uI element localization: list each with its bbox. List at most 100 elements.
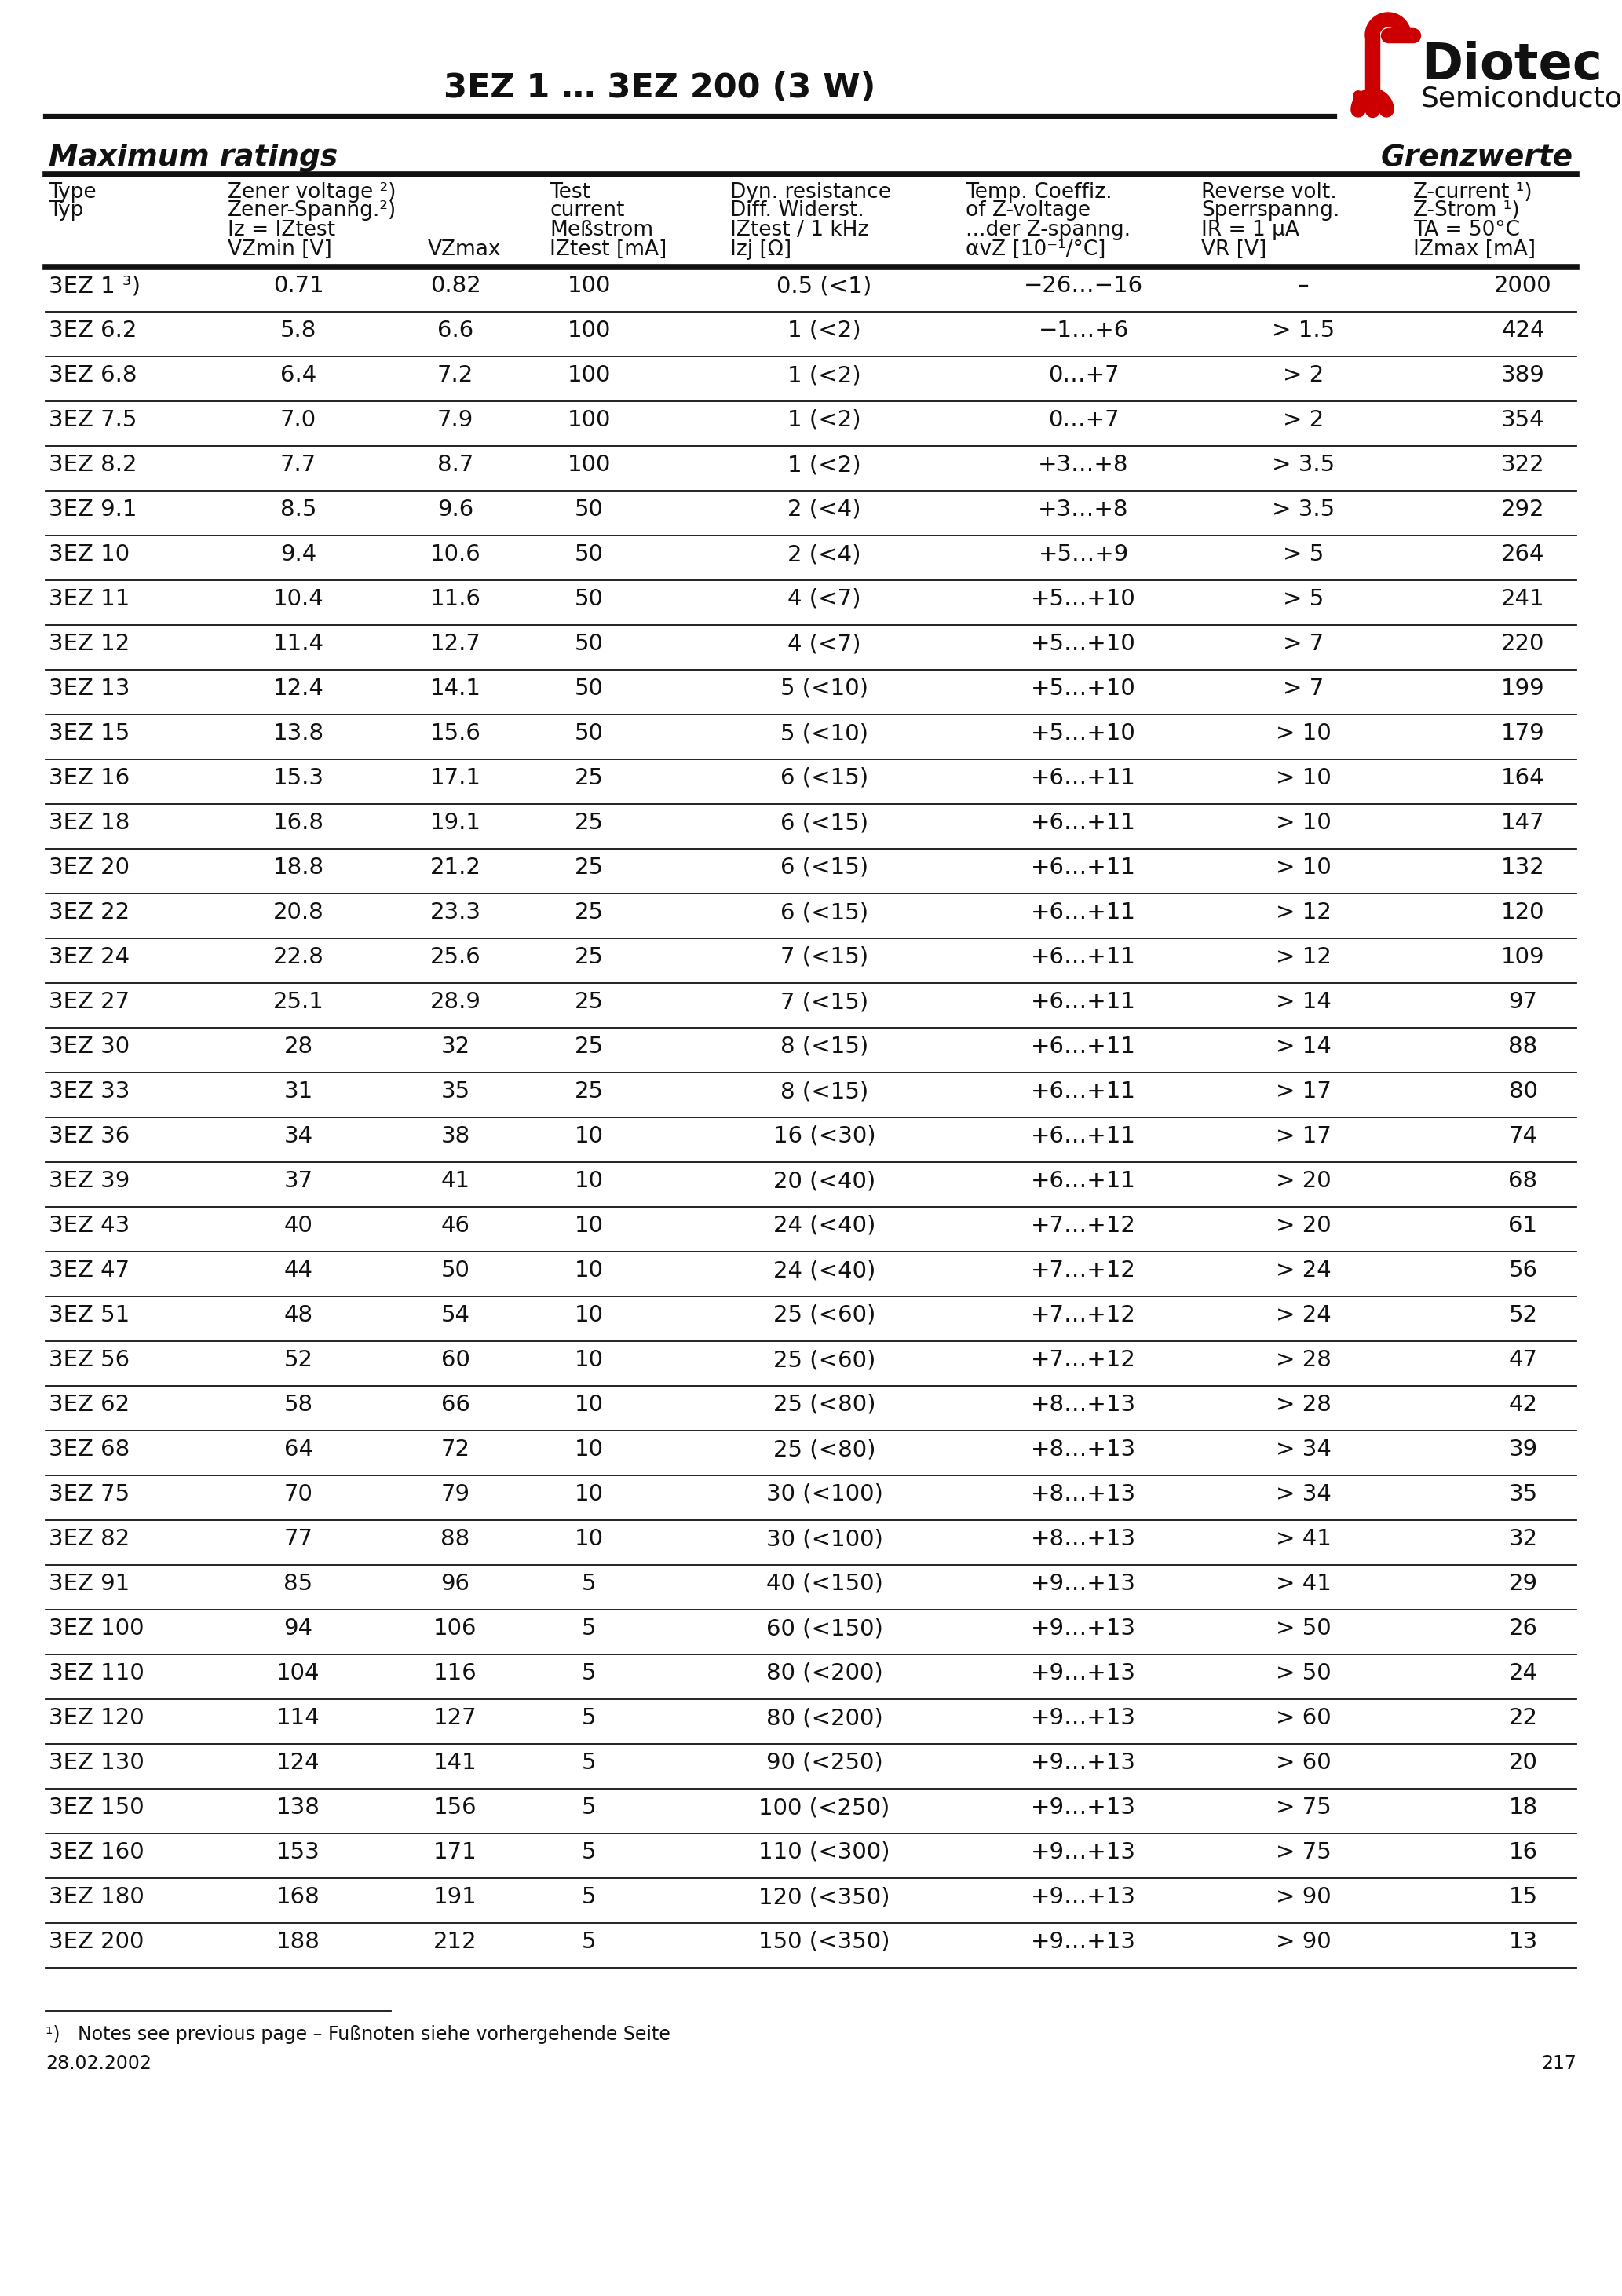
Text: 24: 24	[1508, 1662, 1538, 1685]
Text: 19.1: 19.1	[430, 813, 480, 833]
Text: 13: 13	[1508, 1931, 1538, 1954]
Text: Typ: Typ	[49, 200, 83, 220]
Text: 8.7: 8.7	[438, 455, 474, 475]
Text: 3EZ 16: 3EZ 16	[49, 767, 130, 790]
Text: 5: 5	[582, 1662, 595, 1685]
Text: +6…+11: +6…+11	[1032, 856, 1135, 879]
Text: 0.5 (<1): 0.5 (<1)	[777, 276, 873, 296]
Text: 5: 5	[582, 1795, 595, 1818]
Text: 3EZ 10: 3EZ 10	[49, 544, 130, 565]
Text: 4 (<7): 4 (<7)	[788, 634, 861, 654]
Text: 322: 322	[1502, 455, 1544, 475]
Text: > 50: > 50	[1275, 1619, 1332, 1639]
Text: Grenzwerte: Grenzwerte	[1380, 145, 1573, 172]
Text: 138: 138	[276, 1795, 320, 1818]
Text: 3EZ 9.1: 3EZ 9.1	[49, 498, 136, 521]
Text: 3EZ 22: 3EZ 22	[49, 902, 130, 923]
Text: IZtest / 1 kHz: IZtest / 1 kHz	[730, 220, 869, 241]
Text: 10: 10	[574, 1350, 603, 1371]
Text: 7 (<15): 7 (<15)	[780, 992, 868, 1013]
Text: 153: 153	[276, 1841, 320, 1864]
Text: 3EZ 18: 3EZ 18	[49, 813, 130, 833]
Text: > 50: > 50	[1275, 1662, 1332, 1685]
Text: 3EZ 13: 3EZ 13	[49, 677, 130, 700]
Text: 25: 25	[574, 992, 603, 1013]
Text: 5.8: 5.8	[281, 319, 316, 342]
Text: 58: 58	[284, 1394, 313, 1417]
Text: 9.6: 9.6	[438, 498, 474, 521]
Text: Semiconductor: Semiconductor	[1421, 85, 1622, 113]
Text: +7…+12: +7…+12	[1032, 1350, 1135, 1371]
Text: 3EZ 150: 3EZ 150	[49, 1795, 144, 1818]
Text: 100: 100	[568, 276, 610, 296]
Text: Zener-Spanng.²): Zener-Spanng.²)	[227, 200, 397, 220]
Text: 5: 5	[582, 1619, 595, 1639]
Text: 38: 38	[441, 1125, 470, 1148]
Text: > 90: > 90	[1275, 1885, 1332, 1908]
Text: Iz = IZtest: Iz = IZtest	[227, 220, 336, 241]
Text: 18: 18	[1508, 1795, 1538, 1818]
Text: +6…+11: +6…+11	[1032, 1081, 1135, 1102]
Text: 3EZ 20: 3EZ 20	[49, 856, 130, 879]
Text: 41: 41	[441, 1171, 470, 1192]
Text: 50: 50	[441, 1261, 470, 1281]
Text: 94: 94	[284, 1619, 313, 1639]
Text: 50: 50	[574, 544, 603, 565]
Text: VZmin [V]: VZmin [V]	[227, 239, 333, 259]
Text: 15: 15	[1508, 1885, 1538, 1908]
Text: > 5: > 5	[1283, 588, 1324, 611]
Text: 20.8: 20.8	[272, 902, 324, 923]
Text: 3EZ 43: 3EZ 43	[49, 1215, 130, 1238]
Text: 50: 50	[574, 588, 603, 611]
Text: 220: 220	[1502, 634, 1544, 654]
Text: 4 (<7): 4 (<7)	[788, 588, 861, 611]
Text: 25: 25	[574, 767, 603, 790]
Text: 120 (<350): 120 (<350)	[759, 1885, 890, 1908]
Text: 16 (<30): 16 (<30)	[774, 1125, 876, 1148]
Text: > 20: > 20	[1275, 1171, 1332, 1192]
Text: 31: 31	[284, 1081, 313, 1102]
Text: 8 (<15): 8 (<15)	[780, 1081, 868, 1102]
Text: Zener voltage ²): Zener voltage ²)	[227, 181, 396, 202]
Text: 18.8: 18.8	[272, 856, 324, 879]
Text: 100: 100	[568, 319, 610, 342]
Text: > 75: > 75	[1275, 1795, 1332, 1818]
Text: 15.3: 15.3	[272, 767, 324, 790]
Text: 25: 25	[574, 902, 603, 923]
Text: +3…+8: +3…+8	[1038, 498, 1129, 521]
Text: 10: 10	[574, 1440, 603, 1460]
Text: 3EZ 130: 3EZ 130	[49, 1752, 144, 1775]
Text: > 12: > 12	[1275, 902, 1332, 923]
Text: 188: 188	[276, 1931, 320, 1954]
Text: 5: 5	[582, 1573, 595, 1596]
Text: 35: 35	[441, 1081, 470, 1102]
Text: 28.9: 28.9	[430, 992, 480, 1013]
Text: −1…+6: −1…+6	[1038, 319, 1129, 342]
Text: 7 (<15): 7 (<15)	[780, 946, 868, 969]
Text: 23.3: 23.3	[430, 902, 480, 923]
Text: 116: 116	[433, 1662, 477, 1685]
Text: +9…+13: +9…+13	[1032, 1795, 1135, 1818]
Text: > 10: > 10	[1275, 813, 1332, 833]
Text: > 24: > 24	[1275, 1304, 1332, 1327]
Text: 100 (<250): 100 (<250)	[759, 1795, 890, 1818]
Text: 100: 100	[568, 409, 610, 432]
Text: Sperrspanng.: Sperrspanng.	[1202, 200, 1340, 220]
Text: 6.4: 6.4	[281, 365, 316, 386]
Text: > 3.5: > 3.5	[1272, 498, 1335, 521]
Text: +6…+11: +6…+11	[1032, 1171, 1135, 1192]
Text: 191: 191	[433, 1885, 477, 1908]
Text: 3EZ 56: 3EZ 56	[49, 1350, 130, 1371]
Text: 25: 25	[574, 946, 603, 969]
Text: 48: 48	[284, 1304, 313, 1327]
Text: 25: 25	[574, 813, 603, 833]
Text: 90 (<250): 90 (<250)	[766, 1752, 882, 1775]
Text: > 10: > 10	[1275, 723, 1332, 744]
Text: 147: 147	[1502, 813, 1544, 833]
Text: > 1.5: > 1.5	[1272, 319, 1335, 342]
Text: > 75: > 75	[1275, 1841, 1332, 1864]
Text: 5: 5	[582, 1931, 595, 1954]
Text: 39: 39	[1508, 1440, 1538, 1460]
Text: 0…+7: 0…+7	[1048, 409, 1119, 432]
Text: 24 (<40): 24 (<40)	[774, 1215, 876, 1238]
